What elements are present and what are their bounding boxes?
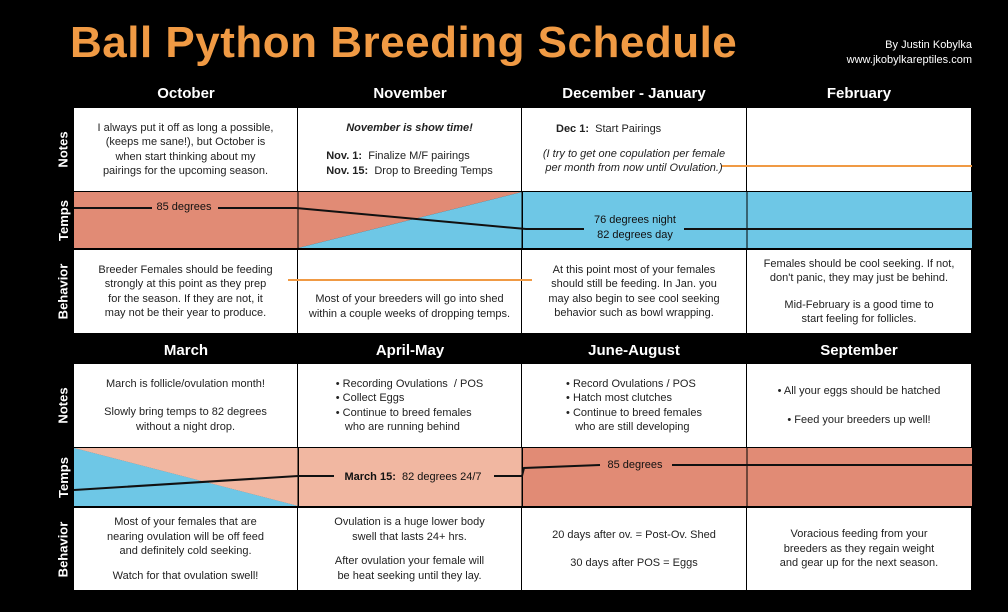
notes-september: • All your eggs should be hatched • Feed… — [747, 364, 971, 447]
notes-november: November is show time! Nov. 1: Finalize … — [298, 108, 521, 191]
month-header-december-january: December - January — [562, 85, 706, 102]
temp-band-november-cool — [298, 192, 522, 248]
temp-line-rise-2 — [494, 464, 601, 477]
temps-chart-top — [74, 192, 972, 248]
behavior-june-august: 20 days after ov. = Post-Ov. Shed 30 day… — [522, 508, 746, 590]
notes-june-august: • Record Ovulations / POS • Hatch most cl… — [522, 364, 746, 447]
temp-label-85: 85 degrees — [156, 201, 212, 213]
notes-october: I always put it off as long a possible,(… — [74, 108, 297, 191]
temp-band-april-may — [299, 448, 522, 506]
month-header-october: October — [157, 85, 215, 102]
behavior-december-january: At this point most of your females should… — [522, 250, 746, 333]
behavior-october: Breeder Females should be feeding strongl… — [74, 250, 297, 333]
month-header-november: November — [373, 85, 447, 102]
month-header-june-august: June-August — [588, 342, 680, 359]
month-header-september: September — [820, 342, 898, 359]
website-link[interactable]: www.jkobylkareptiles.com — [846, 54, 972, 66]
behavior-february: Females should be cool seeking. If not, d… — [747, 250, 971, 333]
temp-label-85-bottom: 85 degrees — [607, 459, 663, 471]
month-header-february: February — [826, 85, 892, 102]
temps-chart-bottom — [74, 448, 972, 506]
behavior-march: Most of your females that are nearing ovu… — [74, 508, 297, 590]
notes-april-may: • Recording Ovulations / POS • Collect Eg… — [298, 364, 521, 447]
month-header-april-may: April-May — [375, 342, 445, 359]
behavior-november: Most of your breeders will go into shed w… — [298, 250, 521, 333]
temp-label-cool: 76 degrees night 82 degrees day — [594, 214, 676, 241]
temp-line-rise — [74, 475, 334, 491]
notes-december-january: Dec 1: Start Pairings (I try to get one … — [522, 108, 746, 191]
temp-band-october — [74, 192, 298, 248]
page-title: Ball Python Breeding Schedule — [70, 18, 738, 67]
notes-march: March is follicle/ovulation month! Slowl… — [74, 364, 297, 447]
temp-line-drop — [218, 207, 584, 230]
temp-label-march-15: March 15: 82 degrees 24/7 — [344, 471, 482, 483]
byline: By Justin Kobylka www.jkobylkareptiles.c… — [847, 38, 972, 68]
author: By Justin Kobylka — [885, 39, 972, 51]
month-header-march: March — [163, 342, 209, 359]
behavior-april-may: Ovulation is a huge lower body swell that… — [298, 508, 521, 590]
temp-band-march-cool — [74, 448, 298, 506]
notes-february — [747, 108, 971, 191]
behavior-september: Voracious feeding from your breeders as t… — [747, 508, 971, 590]
